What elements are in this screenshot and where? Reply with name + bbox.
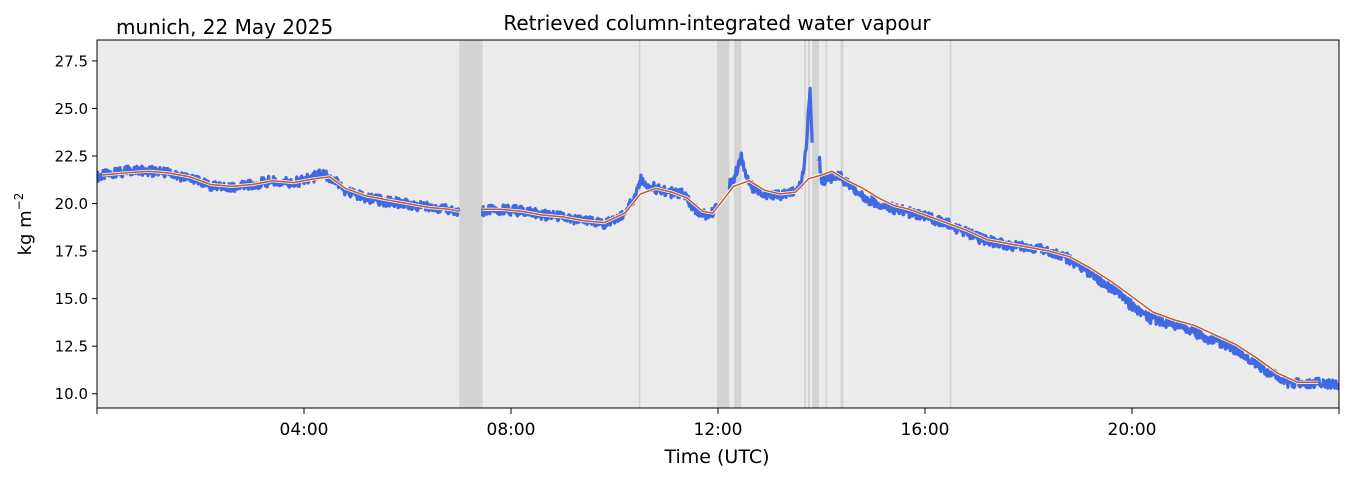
data-gap-5	[808, 40, 811, 408]
data-gap-3	[734, 40, 742, 408]
data-gap-0	[459, 40, 483, 408]
series-group	[97, 86, 1339, 391]
smoothed-series-line-1	[482, 170, 1319, 384]
x-axis-label: Time (UTC)	[663, 446, 769, 468]
x-tick-label-4: 20:00	[1108, 420, 1157, 440]
y-axis-label-unit: kg m	[15, 210, 36, 255]
y-axis: 10.0 12.5 15.0 17.5 20.0 22.5 25.0 27.5	[55, 52, 97, 403]
data-gap-2	[716, 40, 730, 408]
data-gap-1	[638, 40, 641, 408]
x-tick-label-3: 16:00	[901, 420, 950, 440]
y-axis-label-exponent: −2	[12, 193, 26, 211]
x-tick-label-1: 08:00	[487, 420, 536, 440]
data-gap-4	[804, 40, 806, 408]
data-gap-7	[825, 40, 828, 408]
y-tick-label-7: 27.5	[55, 52, 88, 70]
smoothed-series-line-0	[102, 170, 460, 212]
y-tick-label-1: 12.5	[55, 338, 88, 356]
y-tick-label-4: 20.0	[55, 195, 88, 213]
data-gap-6	[812, 40, 819, 408]
location-date-label: munich, 22 May 2025	[116, 15, 333, 39]
y-tick-label-2: 15.0	[55, 290, 88, 308]
x-tick-label-2: 12:00	[694, 420, 743, 440]
x-tick-label-0: 04:00	[280, 420, 329, 440]
y-axis-label: kg m−2	[12, 193, 36, 256]
raw-series-line-2	[727, 86, 814, 202]
y-tick-label-3: 17.5	[55, 243, 88, 261]
x-axis: 04:00 08:00 12:00 16:00 20:00	[96, 408, 1340, 440]
y-tick-label-6: 25.0	[55, 100, 88, 118]
y-tick-label-0: 10.0	[55, 385, 88, 403]
y-tick-label-5: 22.5	[55, 148, 88, 166]
data-gap-8	[840, 40, 844, 408]
chart-title: Retrieved column-integrated water vapour	[503, 11, 931, 35]
data-gap-shading	[459, 40, 952, 408]
